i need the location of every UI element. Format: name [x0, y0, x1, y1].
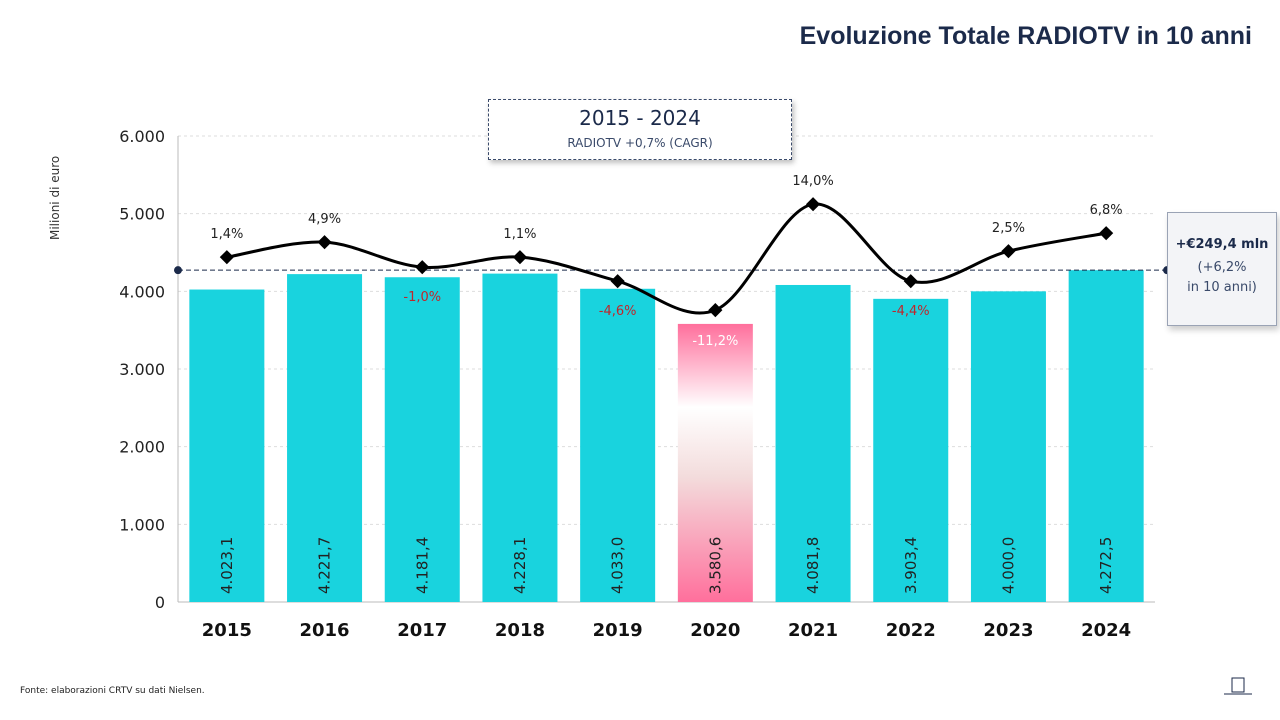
crtv-logo [1218, 676, 1258, 706]
bar-value-label: 4.181,4 [413, 537, 431, 594]
delta-amount: +€249,4 mln [1175, 237, 1269, 252]
growth-label: 1,4% [210, 227, 243, 242]
growth-marker [1099, 226, 1114, 241]
delta-pct: (+6,2% [1197, 260, 1247, 275]
bar-2019 [580, 288, 656, 602]
cagr-box: 2015 - 2024 RADIOTV +0,7% (CAGR) [488, 99, 792, 160]
growth-label: -4,6% [599, 304, 637, 319]
bar-value-label: 4.023,1 [218, 537, 236, 594]
x-tick-label: 2021 [788, 620, 838, 641]
growth-label: 4,9% [308, 212, 341, 227]
x-tick-label: 2020 [690, 620, 740, 641]
delta-period: in 10 anni) [1187, 280, 1257, 295]
y-tick-label: 4.000 [119, 282, 165, 301]
bar-value-label: 4.221,7 [316, 537, 334, 594]
bar-value-label: 3.903,4 [902, 537, 920, 594]
page-title: Evoluzione Totale RADIOTV in 10 anni [799, 22, 1252, 50]
x-tick-label: 2015 [202, 620, 252, 641]
x-tick-label: 2017 [397, 620, 447, 641]
x-tick-label: 2024 [1081, 620, 1131, 641]
growth-marker [805, 197, 821, 212]
growth-label: -1,0% [403, 290, 441, 305]
cagr-period: 2015 - 2024 [579, 106, 701, 130]
bar-2015 [189, 289, 265, 602]
bar-value-label: 3.580,6 [706, 537, 724, 594]
growth-label: 6,8% [1090, 203, 1123, 218]
growth-marker [1001, 244, 1016, 259]
cagr-label: RADIOTV +0,7% (CAGR) [567, 136, 713, 150]
bar-value-label: 4.081,8 [804, 537, 822, 594]
growth-label: 14,0% [792, 174, 833, 189]
bar-value-label: 4.033,0 [609, 537, 627, 594]
y-tick-label: 6.000 [119, 127, 165, 146]
growth-marker [708, 303, 723, 318]
bar-2023 [970, 291, 1046, 602]
bar-2022 [873, 298, 949, 602]
x-tick-label: 2019 [593, 620, 643, 641]
x-tick-label: 2023 [983, 620, 1033, 641]
x-tick-label: 2018 [495, 620, 545, 641]
growth-marker [903, 274, 918, 289]
source-note: Fonte: elaborazioni CRTV su dati Nielsen… [20, 686, 205, 696]
growth-marker [610, 274, 625, 289]
bar-2017 [384, 277, 460, 602]
growth-label: 1,1% [503, 227, 536, 242]
bar-value-label: 4.228,1 [511, 537, 529, 594]
reference-dot-left [174, 266, 182, 275]
bar-2021 [775, 284, 851, 602]
y-tick-label: 5.000 [119, 205, 165, 224]
x-tick-label: 2022 [886, 620, 936, 641]
growth-label: -4,4% [892, 304, 930, 319]
growth-label: 2,5% [992, 221, 1025, 236]
delta-box: +€249,4 mln (+6,2% in 10 anni) [1167, 212, 1277, 326]
y-tick-label: 0 [155, 593, 165, 612]
growth-marker [512, 250, 528, 265]
growth-marker [317, 235, 332, 250]
growth-marker [219, 250, 234, 265]
y-tick-label: 1.000 [119, 515, 165, 534]
bar-2018 [482, 273, 558, 602]
y-tick-label: 2.000 [119, 438, 165, 457]
bar-value-label: 4.272,5 [1097, 537, 1115, 594]
bar-2024 [1068, 270, 1144, 602]
growth-label: -11,2% [692, 334, 738, 349]
bar-value-label: 4.000,0 [999, 537, 1017, 594]
bar-2020 [677, 323, 753, 602]
x-tick-label: 2016 [299, 620, 349, 641]
bar-2016 [287, 274, 363, 602]
growth-marker [415, 260, 430, 275]
y-tick-label: 3.000 [119, 360, 165, 379]
growth-line [226, 202, 1107, 315]
